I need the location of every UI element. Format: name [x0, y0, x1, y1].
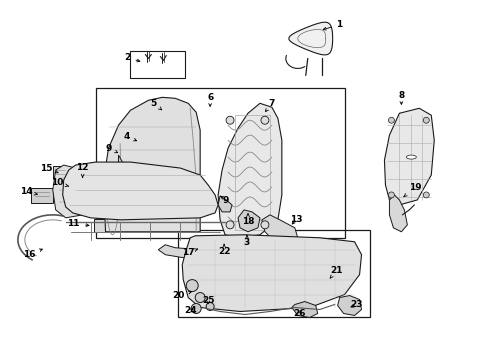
Bar	[178, 230, 369, 318]
Circle shape	[387, 117, 394, 123]
Circle shape	[195, 293, 205, 302]
Polygon shape	[103, 97, 200, 232]
Text: 13: 13	[289, 215, 302, 224]
Text: 15: 15	[41, 163, 58, 173]
Ellipse shape	[406, 155, 415, 159]
Polygon shape	[77, 168, 92, 190]
Polygon shape	[62, 162, 218, 220]
Polygon shape	[305, 248, 339, 278]
Bar	[95, 88, 344, 238]
Circle shape	[423, 192, 428, 198]
Text: 12: 12	[76, 163, 89, 177]
Text: 26: 26	[293, 309, 305, 318]
Polygon shape	[288, 22, 332, 55]
Text: 24: 24	[183, 306, 196, 315]
Bar	[93, 219, 113, 232]
Circle shape	[206, 302, 214, 310]
Circle shape	[186, 280, 198, 292]
Polygon shape	[218, 103, 281, 238]
Text: 23: 23	[349, 300, 362, 309]
Text: 18: 18	[241, 214, 254, 226]
Text: 19: 19	[403, 184, 421, 197]
Text: 8: 8	[397, 91, 404, 104]
Circle shape	[191, 303, 201, 314]
Polygon shape	[182, 235, 361, 311]
Polygon shape	[218, 196, 232, 212]
Text: 20: 20	[172, 291, 191, 300]
Polygon shape	[388, 195, 407, 232]
Text: 11: 11	[67, 219, 89, 228]
Polygon shape	[53, 165, 88, 218]
Text: 17: 17	[182, 248, 197, 257]
Polygon shape	[337, 296, 361, 315]
Polygon shape	[115, 155, 128, 178]
Text: 1: 1	[323, 20, 342, 30]
Text: 5: 5	[150, 99, 162, 110]
Polygon shape	[384, 108, 433, 205]
Circle shape	[423, 117, 428, 123]
Polygon shape	[198, 242, 222, 264]
Text: 4: 4	[123, 132, 136, 141]
Circle shape	[387, 192, 394, 198]
Bar	[53, 166, 66, 178]
Bar	[130, 50, 185, 78]
Text: 9: 9	[105, 144, 118, 153]
Text: 10: 10	[50, 179, 68, 188]
Circle shape	[225, 116, 234, 124]
Circle shape	[261, 116, 268, 124]
Text: 16: 16	[22, 249, 42, 259]
Text: 21: 21	[329, 266, 342, 278]
Text: 6: 6	[206, 93, 213, 106]
Text: 14: 14	[20, 188, 38, 197]
Text: 3: 3	[244, 235, 249, 247]
Polygon shape	[291, 302, 317, 318]
Polygon shape	[238, 210, 260, 232]
Circle shape	[225, 221, 234, 229]
Circle shape	[261, 221, 268, 229]
Text: 9: 9	[220, 196, 232, 206]
Polygon shape	[262, 215, 297, 244]
Text: 22: 22	[217, 244, 230, 256]
Bar	[31, 188, 53, 203]
Text: 2: 2	[124, 53, 140, 62]
Text: 7: 7	[265, 99, 275, 112]
Polygon shape	[158, 245, 208, 260]
Text: 25: 25	[202, 296, 214, 305]
